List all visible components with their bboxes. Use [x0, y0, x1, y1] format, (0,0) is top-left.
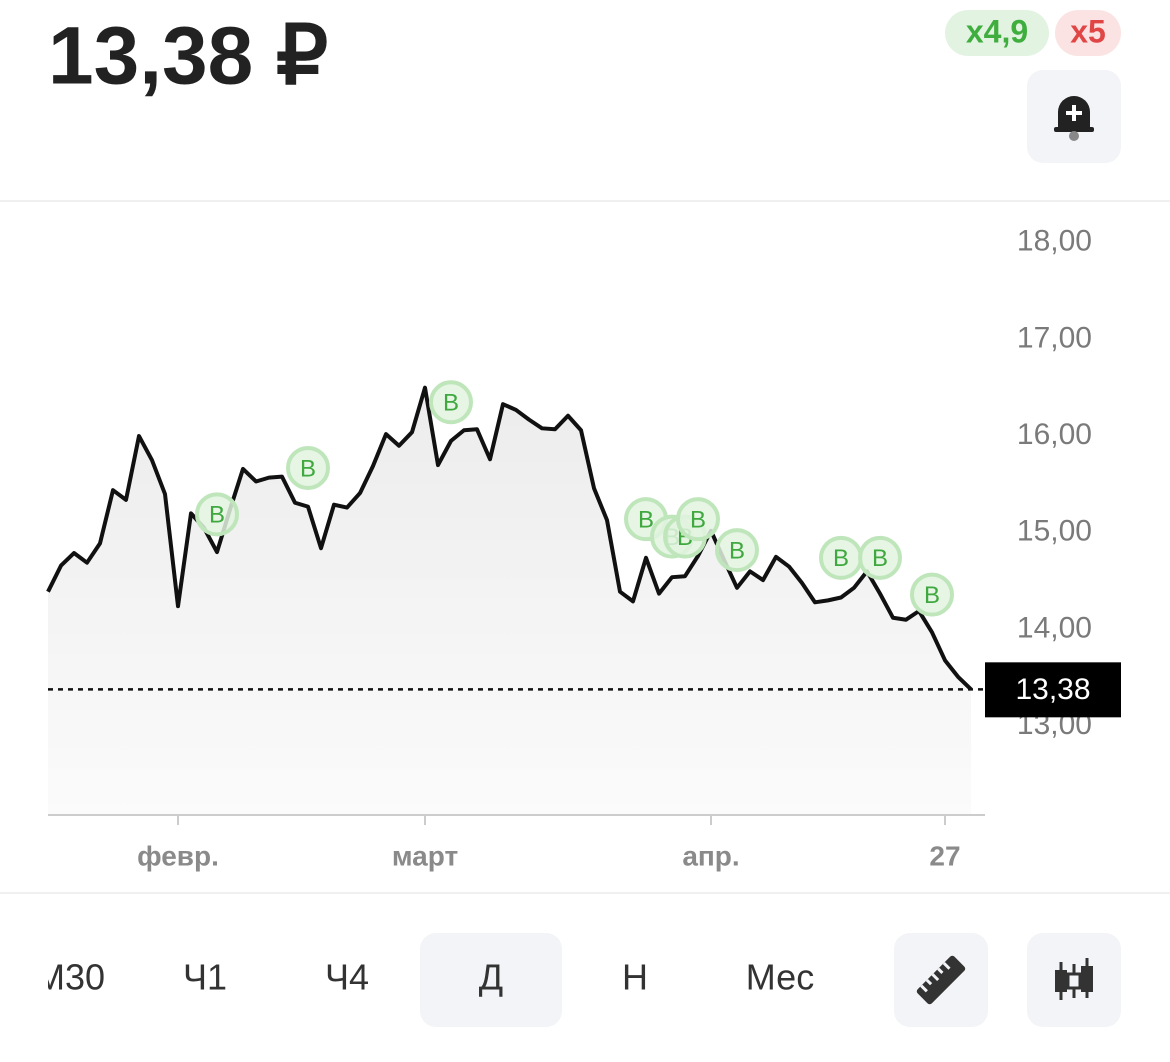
- period-button[interactable]: Ч1: [183, 957, 227, 998]
- y-tick-label: 18,00: [1017, 225, 1092, 258]
- y-tick-label: 15,00: [1017, 515, 1092, 548]
- trade-marker-label: B: [833, 545, 849, 572]
- period-selected-bg: [420, 933, 562, 1027]
- trade-marker: [715, 528, 759, 573]
- trade-marker-label: B: [300, 455, 316, 482]
- area: [48, 387, 971, 815]
- period-button[interactable]: Ч4: [325, 957, 369, 998]
- trade-marker-label: B: [209, 502, 225, 529]
- trade-marker-label: B: [690, 507, 706, 534]
- trade-marker: [195, 492, 239, 537]
- x-tick-label: апр.: [682, 840, 739, 871]
- trade-marker-label: B: [729, 537, 745, 564]
- current-price-box: [985, 662, 1121, 718]
- current-price-label: 13,38: [1015, 673, 1090, 706]
- price: 13,38 ₽: [48, 11, 328, 102]
- y-tick-label: 14,00: [1017, 611, 1092, 644]
- trade-marker: [676, 497, 720, 542]
- badge-bg: [945, 10, 1049, 56]
- period-button[interactable]: Мес: [746, 957, 814, 998]
- y-tick-label: 17,00: [1017, 321, 1092, 354]
- trade-marker: [286, 445, 330, 490]
- candles-button[interactable]: [1027, 933, 1121, 1027]
- badge-bg: [1055, 10, 1121, 56]
- trade-marker: [429, 380, 473, 425]
- trade-marker-label: B: [872, 545, 888, 572]
- x-tick-label: март: [392, 840, 458, 871]
- period-bar: М30 Ч1 Ч4 Д Н Мес: [35, 933, 814, 1027]
- x-tick-label: 27: [929, 840, 960, 871]
- trade-marker-label: B: [443, 390, 459, 417]
- badge: x4,9: [966, 13, 1028, 49]
- period-button[interactable]: Н: [622, 957, 648, 998]
- y-tick-label: 16,00: [1017, 418, 1092, 451]
- period-button[interactable]: Д: [479, 957, 503, 998]
- badge: x5: [1070, 13, 1106, 49]
- alert-button[interactable]: [1027, 70, 1121, 163]
- trade-marker-label: B: [924, 582, 940, 609]
- ruler-button[interactable]: [894, 933, 988, 1027]
- period-button[interactable]: М30: [35, 957, 105, 998]
- trade-marker-label: B: [638, 507, 654, 534]
- x-tick-label: февр.: [137, 840, 219, 871]
- trade-marker: [910, 572, 954, 617]
- trade-marker: [858, 535, 902, 580]
